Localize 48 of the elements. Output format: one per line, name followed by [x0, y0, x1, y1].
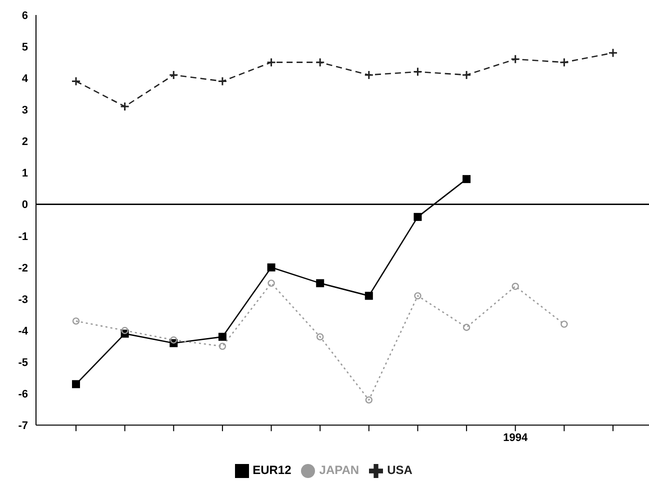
legend-label: USA — [387, 463, 412, 478]
y-tick-label: -3 — [18, 294, 28, 306]
y-tick-label: -7 — [18, 420, 28, 432]
point — [414, 212, 422, 221]
point — [462, 175, 471, 184]
point — [170, 336, 178, 344]
point — [72, 380, 80, 388]
y-tick-label: 1 — [22, 168, 28, 180]
point — [71, 76, 81, 86]
point — [364, 292, 373, 300]
point — [365, 396, 373, 404]
point — [315, 58, 325, 68]
point — [462, 70, 472, 80]
y-tick-label: -4 — [18, 325, 29, 338]
point — [364, 70, 374, 80]
y-tick-label: -5 — [18, 356, 28, 369]
point — [560, 320, 568, 328]
point — [462, 324, 470, 331]
point — [512, 282, 519, 290]
y-tick-label: 4 — [22, 73, 29, 86]
point — [414, 292, 422, 300]
point — [218, 342, 226, 350]
point — [72, 317, 80, 325]
point — [608, 48, 618, 58]
y-tick-label: -6 — [18, 388, 28, 401]
x-tick-label: 1994 — [503, 432, 528, 444]
y-tick-label: -1 — [18, 230, 28, 243]
point — [316, 279, 324, 288]
y-tick-label: 6 — [22, 10, 28, 22]
point — [121, 326, 128, 334]
y-tick-label: 5 — [22, 41, 28, 54]
point — [120, 102, 130, 112]
y-tick-label: 0 — [22, 199, 28, 212]
point — [267, 263, 276, 272]
point — [218, 332, 226, 341]
point — [266, 58, 276, 68]
point — [510, 54, 520, 64]
point — [218, 76, 228, 86]
point — [316, 333, 324, 340]
point — [412, 67, 422, 77]
point — [268, 280, 275, 287]
legend-label: JAPAN — [319, 463, 360, 478]
point — [559, 58, 569, 68]
y-tick-label: 3 — [22, 104, 28, 117]
y-tick-label: 2 — [22, 136, 28, 148]
point — [168, 70, 178, 80]
legend-label: EUR12 — [252, 463, 292, 478]
y-tick-label: -2 — [18, 262, 28, 274]
